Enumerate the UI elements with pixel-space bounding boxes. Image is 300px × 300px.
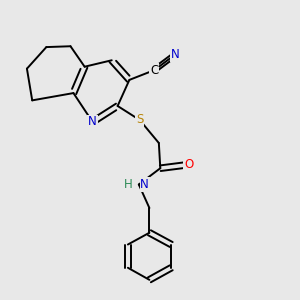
Text: N: N [171, 48, 179, 61]
Text: N: N [140, 178, 149, 191]
Text: C: C [150, 64, 158, 76]
Text: O: O [184, 158, 194, 171]
Text: S: S [136, 113, 143, 127]
Text: N: N [88, 116, 97, 128]
Text: H: H [124, 178, 133, 191]
